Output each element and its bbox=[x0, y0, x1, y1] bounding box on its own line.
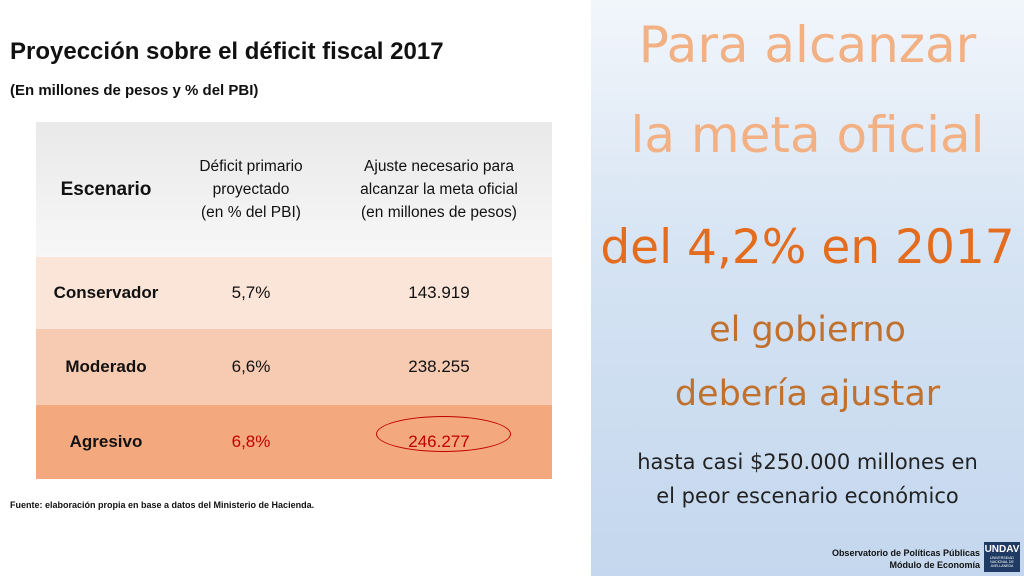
undav-logo: UNDAV UNIVERSIDAD NACIONAL DE AVELLANEDA bbox=[984, 542, 1020, 572]
table-row: Moderado 6,6% 238.255 bbox=[36, 329, 552, 405]
page-title: Proyección sobre el déficit fiscal 2017 bbox=[10, 38, 444, 65]
scenario-agresivo: Agresivo bbox=[69, 432, 143, 451]
header-scenario: Escenario bbox=[60, 178, 152, 200]
source-note: Fuente: elaboración propia en base a dat… bbox=[10, 500, 315, 510]
deficit-value: 6,6% bbox=[231, 357, 271, 376]
scenario-moderado: Moderado bbox=[65, 357, 147, 376]
footer-line-2: Módulo de Economía bbox=[889, 560, 980, 570]
footer-line-1: Observatorio de Políticas Públicas bbox=[831, 548, 980, 558]
panel-line-4: el gobierno bbox=[709, 310, 906, 350]
table-row: Conservador 5,7% 143.919 bbox=[36, 257, 552, 329]
scenario-conservador: Conservador bbox=[53, 283, 159, 302]
adjustment-value-highlight: 246.277 bbox=[376, 416, 512, 452]
header-deficit: Déficit primario proyectado (en % del PB… bbox=[199, 158, 303, 221]
page-subtitle: (En millones de pesos y % del PBI) bbox=[10, 82, 259, 99]
header-adjustment: Ajuste necesario para alcanzar la meta o… bbox=[360, 158, 518, 221]
panel-line-3: del 4,2% en 2017 bbox=[600, 220, 1015, 275]
panel-line-6: hasta casi $250.000 millones en bbox=[637, 450, 978, 474]
deficit-table: Escenario Déficit primario proyectado (e… bbox=[36, 122, 552, 479]
deficit-value: 5,7% bbox=[231, 283, 271, 302]
panel-line-1: Para alcanzar bbox=[638, 16, 977, 74]
message-panel: Para alcanzar la meta oficial del 4,2% e… bbox=[591, 0, 1024, 576]
footer-credit: Observatorio de Políticas Públicas Módul… bbox=[832, 547, 980, 571]
table-row: Agresivo 6,8% 246.277 bbox=[36, 405, 552, 479]
panel-line-2: la meta oficial bbox=[630, 106, 985, 164]
highlight-ellipse bbox=[376, 416, 512, 452]
deficit-value-highlight: 6,8% bbox=[231, 432, 271, 451]
adjustment-value: 238.255 bbox=[408, 357, 470, 376]
panel-line-5: debería ajustar bbox=[674, 374, 941, 414]
adjustment-value: 143.919 bbox=[408, 283, 470, 302]
table-header-row: Escenario Déficit primario proyectado (e… bbox=[36, 122, 552, 257]
panel-line-7: el peor escenario económico bbox=[656, 484, 959, 508]
